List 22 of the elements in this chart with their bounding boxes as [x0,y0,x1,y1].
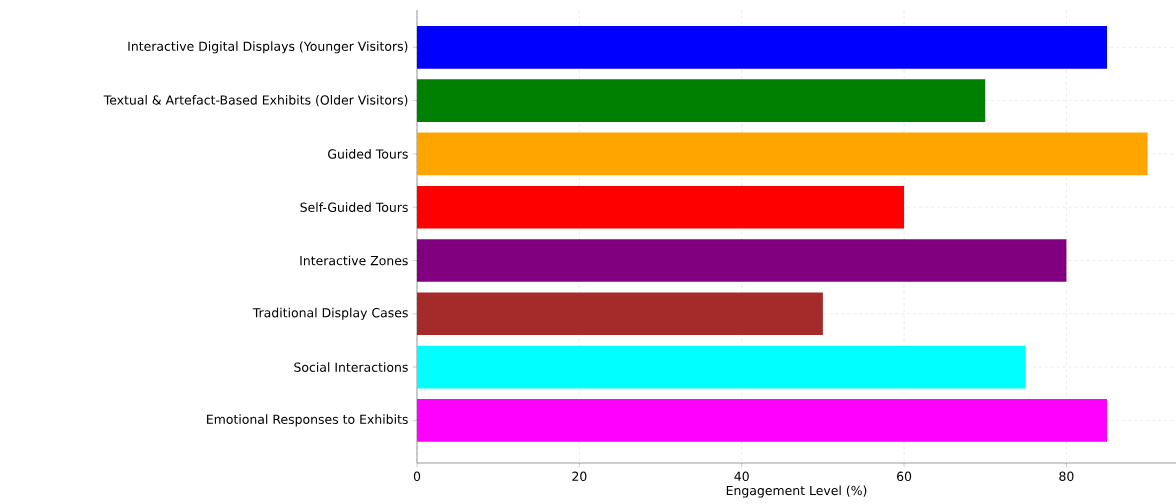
bar [417,185,905,229]
y-tick-label: Traditional Display Cases [252,307,408,320]
bar [417,239,1067,282]
bar [417,26,1108,69]
bar [417,292,823,336]
y-tick-label: Interactive Digital Displays (Younger Visitors) [128,41,408,54]
y-tick-label: Self-Guided Tours [300,202,408,213]
x-tick-label: 40 [734,471,749,482]
x-tick-label: 20 [572,471,587,482]
y-tick-label: Emotional Responses to Exhibits [207,414,408,427]
x-tick-label: 0 [413,471,421,482]
y-tick-label: Guided Tours [328,149,408,159]
bar [417,345,1026,389]
y-tick-label: Interactive Zones [300,255,408,266]
x-tick-label: 60 [897,471,912,482]
x-axis-title: Engagement Level (%) [726,485,867,498]
bar [417,132,1148,176]
bar [417,399,1108,442]
x-tick-label: 80 [1059,471,1074,482]
bar [417,79,986,122]
y-tick-label: Social Interactions [294,362,408,372]
y-tick-label: Textual & Artefact-Based Exhibits (Older Visitors) [103,95,408,107]
